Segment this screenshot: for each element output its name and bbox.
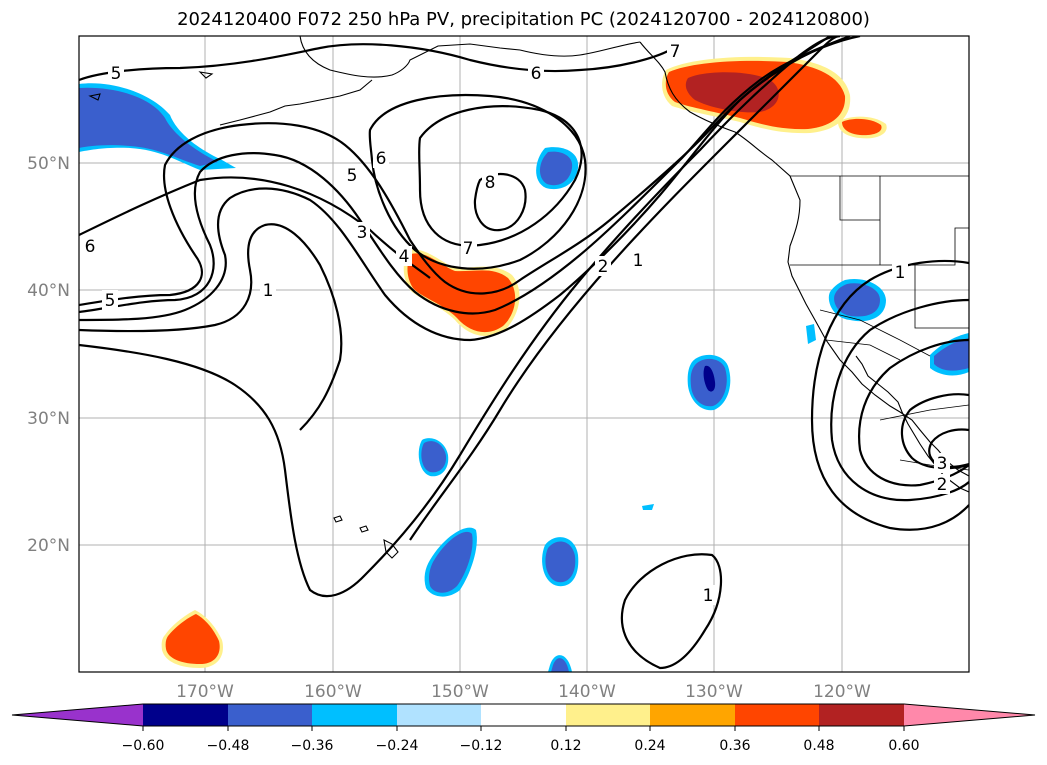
latitude-labels: 50°N 40°N 30°N 20°N [27,154,70,556]
contour-label: 5 [105,291,116,311]
longitude-labels: 170°W 160°W 150°W 140°W 130°W 120°W [176,682,871,702]
contour-label: 2 [598,257,609,277]
contour-label: 5 [111,64,122,84]
contour-label: 1 [895,263,906,283]
colorbar-segment [735,704,819,726]
contour-label: 4 [399,247,410,267]
contour-label: 7 [463,239,474,259]
lat-label: 40°N [27,281,70,301]
colorbar-tick-label: 0.36 [719,738,750,754]
colorbar-tick-label: −0.24 [376,738,419,754]
contour-label: 2 [937,475,948,495]
contour-label: 6 [376,149,387,169]
contour-label: 8 [485,173,496,193]
colorbar-tick-label: 0.12 [550,738,581,754]
lat-label: 20°N [27,536,70,556]
colorbar-segment [481,704,566,726]
colorbar-tick-label: −0.60 [122,738,165,754]
contour-label: 1 [703,586,714,606]
colorbar-left-extension [12,704,143,726]
pv-contours [79,36,969,670]
map-frame [78,35,970,673]
negative-precip-shading [79,83,969,672]
borders [790,175,969,471]
colorbar-tick-label: 0.60 [888,738,919,754]
contour-label: 1 [633,251,644,271]
contour-label: 3 [937,454,948,474]
colorbar-segment [143,704,228,726]
contour-labels: 5 6 7 6 5 3 4 7 8 6 1 5 2 1 [82,40,950,606]
contour-label: 6 [85,237,96,257]
lon-label: 150°W [431,682,489,702]
contour-label: 1 [263,281,274,301]
lon-label: 130°W [685,682,743,702]
colorbar-segment [650,704,735,726]
colorbar-tick-label: −0.12 [460,738,503,754]
lon-label: 140°W [558,682,616,702]
lon-label: 160°W [304,682,362,702]
colorbar-segment [228,704,312,726]
contour-label: 3 [357,223,368,243]
colorbar: −0.60 −0.48 −0.36 −0.24 −0.12 0.12 0.24 … [11,703,1036,754]
colorbar-tick-label: −0.48 [207,738,250,754]
contour-label: 5 [347,166,358,186]
colorbar-segment [819,704,904,726]
colorbar-right-extension [904,704,1035,726]
colorbar-segment [397,704,481,726]
colorbar-tick-label: 0.24 [634,738,665,754]
colorbar-tick-label: 0.48 [803,738,834,754]
lon-label: 120°W [813,682,871,702]
map-title: 2024120400 F072 250 hPa PV, precipitatio… [177,9,870,30]
colorbar-tick-label: −0.36 [291,738,334,754]
lat-label: 30°N [27,409,70,429]
contour-label: 6 [531,64,542,84]
lat-label: 50°N [27,154,70,174]
gridlines [79,36,969,672]
lon-label: 170°W [176,682,234,702]
colorbar-ticks [142,726,905,731]
colorbar-segment [312,704,397,726]
contour-label: 7 [670,42,681,62]
colorbar-segment [566,704,650,726]
